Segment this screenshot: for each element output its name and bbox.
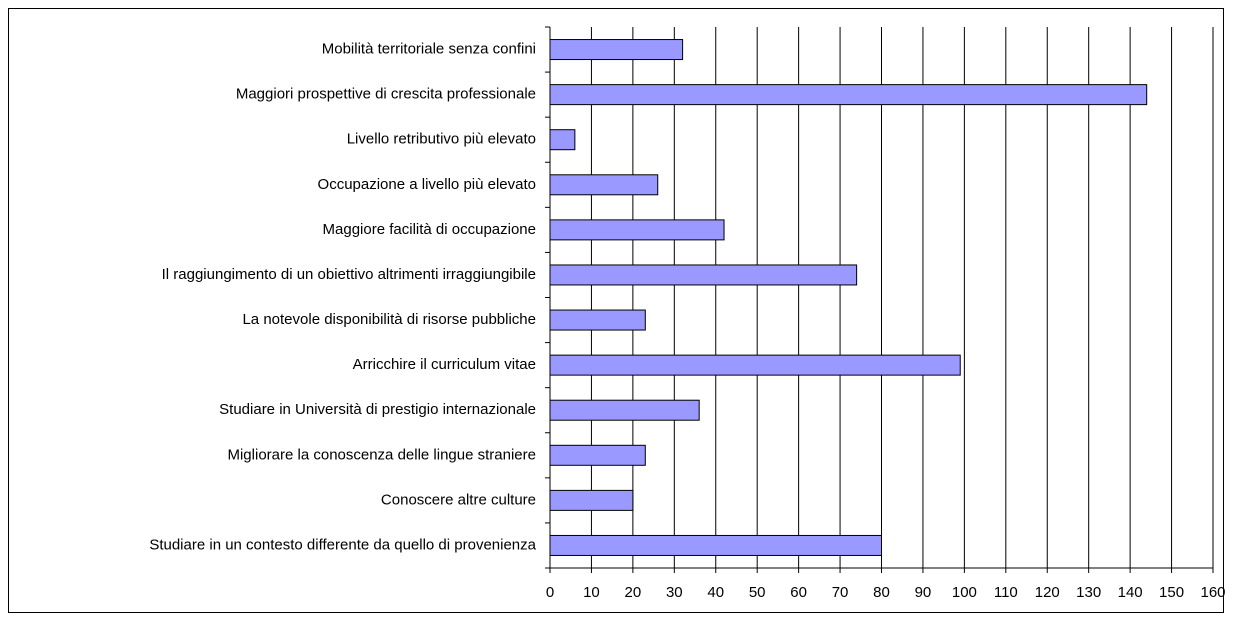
y-tick-label: Mobilità territoriale senza confini bbox=[322, 41, 536, 58]
x-tick-label: 160 bbox=[1200, 584, 1225, 601]
y-tick-label: Studiare in un contesto differente da qu… bbox=[149, 536, 536, 553]
y-tick-label: Livello retributivo più elevato bbox=[347, 131, 536, 148]
bar bbox=[549, 219, 725, 241]
x-tick-label: 130 bbox=[1076, 584, 1101, 601]
x-tick-label: 120 bbox=[1035, 584, 1060, 601]
x-tick-label: 140 bbox=[1118, 584, 1143, 601]
x-tick-label: 90 bbox=[915, 584, 932, 601]
y-tick-label: Migliorare la conoscenza delle lingue st… bbox=[227, 446, 536, 463]
bar bbox=[549, 309, 646, 331]
x-tick-label: 80 bbox=[873, 584, 890, 601]
y-tick-label: Maggiore facilità di occupazione bbox=[323, 221, 536, 238]
x-tick-label: 60 bbox=[790, 584, 807, 601]
x-tick-label: 150 bbox=[1159, 584, 1184, 601]
bar bbox=[549, 264, 858, 286]
y-tick-label: Studiare in Università di prestigio inte… bbox=[219, 401, 536, 418]
y-tick-label: Arricchire il curriculum vitae bbox=[353, 356, 536, 373]
x-tick-label: 10 bbox=[583, 584, 600, 601]
x-tick-label: 0 bbox=[546, 584, 554, 601]
x-tick-label: 20 bbox=[625, 584, 642, 601]
bar bbox=[549, 399, 700, 421]
x-tick-label: 50 bbox=[749, 584, 766, 601]
x-tick-label: 30 bbox=[666, 584, 683, 601]
bar bbox=[549, 534, 882, 556]
bar bbox=[549, 174, 659, 196]
bar bbox=[549, 489, 634, 511]
y-tick-label: Il raggiungimento di un obiettivo altrim… bbox=[162, 266, 536, 283]
y-tick-label: Maggiori prospettive di crescita profess… bbox=[236, 86, 536, 103]
y-tick-label: Conoscere altre culture bbox=[381, 491, 536, 508]
bar bbox=[549, 84, 1148, 106]
x-tick-label: 70 bbox=[832, 584, 849, 601]
bar bbox=[549, 444, 646, 466]
y-tick-label: La notevole disponibilità di risorse pub… bbox=[242, 311, 536, 328]
bar bbox=[549, 354, 961, 376]
x-tick-label: 100 bbox=[952, 584, 977, 601]
y-tick-label: Occupazione a livello più elevato bbox=[318, 176, 536, 193]
bar bbox=[549, 39, 684, 61]
x-tick-label: 110 bbox=[994, 584, 1018, 601]
bar bbox=[549, 129, 576, 151]
x-tick-label: 40 bbox=[707, 584, 724, 601]
